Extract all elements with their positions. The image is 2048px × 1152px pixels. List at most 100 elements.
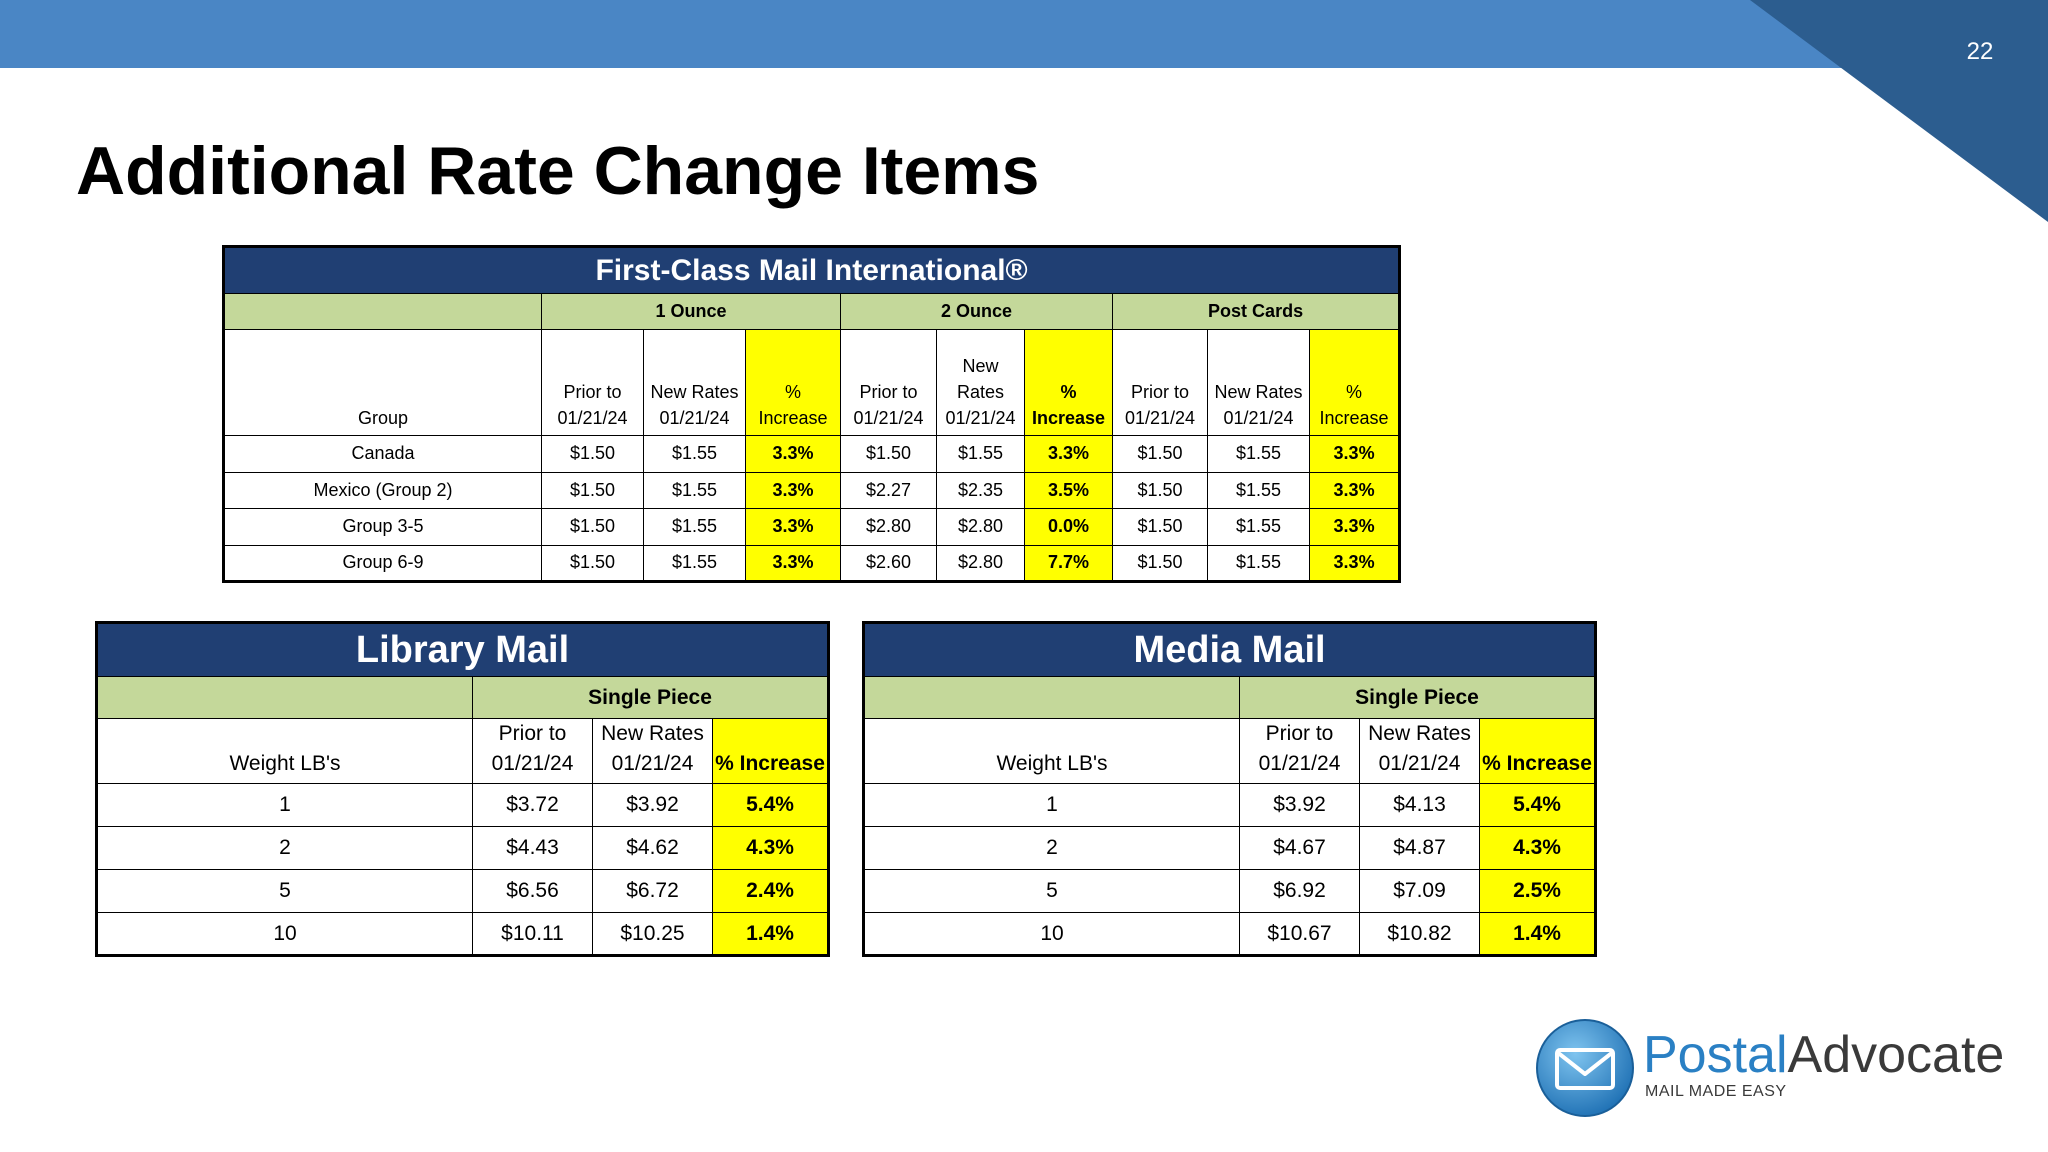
col-header: % Increase — [1308, 329, 1401, 436]
col-header: New Rates 01/21/24 — [1207, 329, 1310, 436]
table-cell: Canada — [223, 435, 542, 473]
table-cell: $10.67 — [1239, 912, 1360, 956]
table-cell: $6.56 — [472, 869, 593, 913]
table-row: Group 6-9 $1.50 $1.55 3.3% $2.60 $2.80 7… — [223, 544, 1401, 582]
table-row: 5 $6.92 $7.09 2.5% — [863, 869, 1597, 913]
table-cell: $1.55 — [1207, 471, 1310, 509]
table-cell: $2.80 — [936, 508, 1025, 546]
library-group-blank — [96, 676, 473, 719]
table-row: Group 3-5 $1.50 $1.55 3.3% $2.80 $2.80 0… — [223, 508, 1401, 546]
table-cell: 5 — [863, 869, 1240, 913]
table-cell: $1.50 — [541, 471, 644, 509]
table-cell: $1.50 — [1112, 508, 1208, 546]
table-cell: $2.60 — [840, 544, 937, 582]
table-cell: $2.35 — [936, 471, 1025, 509]
table-cell: $1.55 — [643, 471, 746, 509]
col-header: Weight LB's — [863, 718, 1240, 784]
table-cell: 3.3% — [745, 471, 841, 509]
table-row: 10 $10.67 $10.82 1.4% — [863, 912, 1597, 956]
page-number: 22 — [1966, 38, 1994, 65]
table-cell: 1 — [863, 783, 1240, 827]
table-cell: $7.09 — [1359, 869, 1480, 913]
table-cell: $10.25 — [592, 912, 713, 956]
media-header-row: Weight LB's Prior to 01/21/24 New Rates … — [863, 718, 1597, 784]
table-cell: $1.50 — [541, 435, 644, 473]
table-cell: 5.4% — [711, 783, 830, 827]
table-cell: 2 — [96, 826, 473, 870]
envelope-icon — [1536, 1019, 1634, 1117]
table-cell: $1.50 — [541, 508, 644, 546]
table-row: 2 $4.67 $4.87 4.3% — [863, 826, 1597, 870]
fcmi-group-postcards: Post Cards — [1111, 293, 1401, 330]
table-cell: $6.72 — [592, 869, 713, 913]
fcmi-title: First-Class Mail International® — [222, 246, 1401, 294]
table-cell: 10 — [96, 912, 473, 956]
col-header: Prior to 01/21/24 — [840, 329, 937, 436]
table-cell: 4.3% — [711, 826, 830, 870]
table-cell: $1.55 — [643, 435, 746, 473]
table-cell: 0.0% — [1024, 508, 1113, 546]
table-cell: $3.92 — [592, 783, 713, 827]
fcmi-group-1oz: 1 Ounce — [541, 293, 841, 330]
table-row: 10 $10.11 $10.25 1.4% — [96, 912, 830, 956]
table-cell: $1.50 — [1112, 544, 1208, 582]
table-cell: $10.11 — [472, 912, 593, 956]
library-group-label: Single Piece — [471, 676, 830, 719]
table-cell: 2.4% — [711, 869, 830, 913]
col-header: % Increase — [745, 329, 841, 436]
table-cell: 1 — [96, 783, 473, 827]
table-cell: 7.7% — [1024, 544, 1113, 582]
media-mail-table: Media Mail Single Piece Weight LB's Prio… — [862, 621, 1598, 957]
table-cell: 3.3% — [745, 544, 841, 582]
col-header: Prior to 01/21/24 — [472, 718, 593, 784]
table-cell: $4.43 — [472, 826, 593, 870]
table-cell: $1.50 — [840, 435, 937, 473]
table-row: 2 $4.43 $4.62 4.3% — [96, 826, 830, 870]
table-cell: $2.80 — [840, 508, 937, 546]
table-cell: 2 — [863, 826, 1240, 870]
table-cell: 3.3% — [1308, 435, 1401, 473]
table-cell: $2.27 — [840, 471, 937, 509]
table-cell: $1.55 — [643, 544, 746, 582]
table-row: 1 $3.92 $4.13 5.4% — [863, 783, 1597, 827]
fcmi-header-row: Group Prior to 01/21/24 New Rates 01/21/… — [223, 329, 1401, 436]
table-row: 5 $6.56 $6.72 2.4% — [96, 869, 830, 913]
logo-word-advocate: Advocate — [1787, 1026, 2005, 1084]
fcmi-group-blank — [223, 293, 542, 330]
table-cell: 1.4% — [1478, 912, 1597, 956]
table-row: 1 $3.72 $3.92 5.4% — [96, 783, 830, 827]
table-cell: $4.87 — [1359, 826, 1480, 870]
col-header: New Rates 01/21/24 — [643, 329, 746, 436]
corner-decoration — [1750, 0, 2048, 222]
table-cell: $4.62 — [592, 826, 713, 870]
col-header: Group — [223, 329, 542, 436]
col-header: New Rates 01/21/24 — [936, 329, 1025, 436]
table-cell: $3.72 — [472, 783, 593, 827]
table-cell: $1.55 — [936, 435, 1025, 473]
table-cell: $4.67 — [1239, 826, 1360, 870]
table-cell: 3.3% — [745, 435, 841, 473]
table-cell: 3.3% — [1308, 508, 1401, 546]
media-group-blank — [863, 676, 1240, 719]
table-cell: $1.50 — [541, 544, 644, 582]
table-cell: 3.3% — [1308, 544, 1401, 582]
col-header: New Rates 01/21/24 — [1359, 718, 1480, 784]
table-cell: $1.55 — [1207, 508, 1310, 546]
table-cell: $4.13 — [1359, 783, 1480, 827]
page-title: Additional Rate Change Items — [76, 133, 1040, 209]
col-header: % Increase — [711, 718, 830, 784]
col-header: Prior to 01/21/24 — [1112, 329, 1208, 436]
table-cell: $6.92 — [1239, 869, 1360, 913]
table-cell: Group 6-9 — [223, 544, 542, 582]
table-cell: 2.5% — [1478, 869, 1597, 913]
col-header: New Rates 01/21/24 — [592, 718, 713, 784]
table-cell: 3.3% — [1308, 471, 1401, 509]
header-bar — [0, 0, 2048, 68]
fcmi-group-2oz: 2 Ounce — [840, 293, 1113, 330]
library-header-row: Weight LB's Prior to 01/21/24 New Rates … — [96, 718, 830, 784]
table-row: Canada $1.50 $1.55 3.3% $1.50 $1.55 3.3%… — [223, 435, 1401, 473]
media-group-label: Single Piece — [1238, 676, 1597, 719]
logo-wordmark: PostalAdvocate — [1643, 1026, 2004, 1084]
table-cell: 5.4% — [1478, 783, 1597, 827]
table-cell: 4.3% — [1478, 826, 1597, 870]
